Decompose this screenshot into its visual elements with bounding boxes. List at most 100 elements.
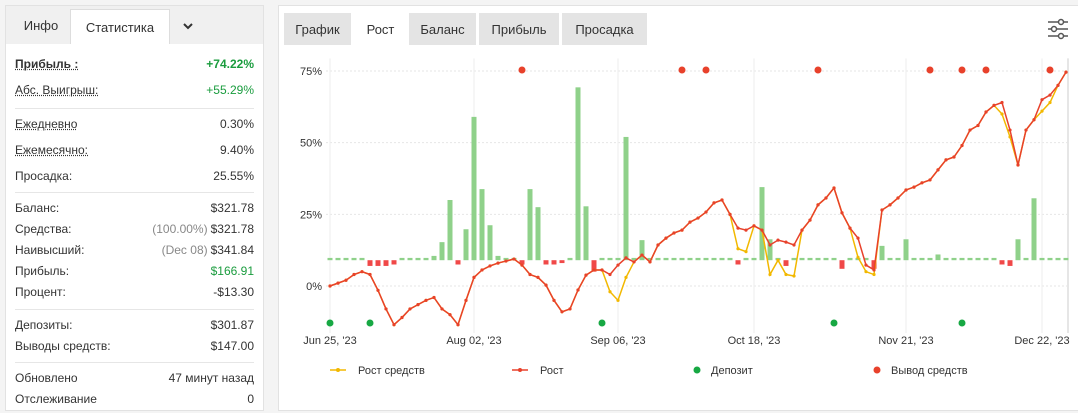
bar — [879, 245, 885, 261]
point — [832, 186, 836, 190]
stat-value-wrap: 0.30% — [220, 117, 254, 131]
point — [928, 178, 932, 182]
stat-value: +55.29% — [206, 83, 254, 97]
separator — [15, 192, 254, 193]
point — [840, 211, 844, 215]
point — [1040, 98, 1044, 102]
point — [776, 258, 780, 262]
stat-label: Прибыль: — [15, 263, 70, 278]
stat-row: Обновлено 47 минут назад — [15, 367, 254, 388]
point — [608, 290, 612, 294]
bar — [583, 206, 589, 261]
point — [824, 196, 828, 200]
tab[interactable]: Инфо — [23, 17, 59, 33]
point — [960, 143, 964, 148]
stat-value: $147.00 — [210, 338, 254, 353]
tab[interactable]: Баланс — [409, 13, 476, 45]
stat-row: Прибыль: $166.91 — [15, 260, 254, 281]
bar — [591, 260, 597, 272]
point — [792, 274, 796, 278]
stat-value: $321.78 — [210, 200, 254, 215]
stat-row: Выводы средств: $147.00 — [15, 335, 254, 356]
point — [472, 275, 476, 279]
bar — [439, 242, 445, 261]
event-marker — [830, 319, 838, 327]
bar — [631, 257, 637, 261]
point — [800, 228, 804, 232]
bar — [527, 189, 533, 261]
bar — [703, 257, 709, 261]
bar — [679, 257, 685, 261]
stat-value-wrap: 25.55% — [213, 169, 254, 183]
stat-value: $321.78 — [210, 221, 254, 236]
stat-value: 25.55% — [213, 169, 254, 183]
bar — [551, 260, 557, 265]
bar — [807, 257, 813, 261]
point — [1032, 118, 1036, 122]
stat-label: Средства: — [15, 221, 72, 236]
stat-row: Ежедневно 0.30% — [15, 111, 254, 137]
bar — [943, 257, 949, 261]
point — [464, 298, 468, 302]
bar — [919, 257, 925, 261]
point — [968, 128, 972, 132]
stat-value-wrap: $166.91 — [211, 264, 254, 278]
bar — [471, 116, 477, 261]
tab[interactable]: Прибыль — [479, 13, 559, 45]
stat-label: Выводы средств: — [15, 338, 111, 353]
point — [744, 250, 748, 254]
bar — [423, 257, 429, 261]
tab[interactable]: График — [284, 13, 351, 45]
stat-row: Просадка: 25.55% — [15, 163, 254, 189]
stat-value-wrap: +55.29% — [206, 83, 254, 97]
stat-value-wrap: $301.87 — [211, 318, 254, 332]
bar — [951, 257, 957, 261]
settings-icon[interactable] — [1047, 18, 1069, 40]
point — [600, 268, 604, 272]
point — [488, 264, 492, 268]
bar — [1055, 257, 1061, 261]
legend-label: Рост средств — [358, 365, 425, 377]
point — [680, 228, 684, 232]
point — [1048, 93, 1052, 97]
point — [736, 247, 740, 251]
point — [712, 201, 716, 205]
point — [864, 263, 868, 267]
tab[interactable]: Статистика — [70, 9, 170, 44]
stat-label: Просадка: — [15, 169, 73, 183]
legend-swatch — [518, 368, 522, 372]
point — [1064, 70, 1068, 74]
legend-swatch — [336, 368, 340, 372]
bar — [799, 257, 805, 261]
bar — [375, 260, 381, 266]
bar — [887, 257, 893, 261]
stat-label: Баланс: — [15, 200, 60, 215]
point — [480, 268, 484, 272]
bar — [1047, 257, 1053, 261]
point — [720, 198, 724, 202]
stat-value: -$13.30 — [213, 284, 254, 299]
point — [624, 256, 628, 260]
point — [760, 228, 764, 232]
x-tick-label: Oct 18, '23 — [728, 335, 781, 347]
bar — [735, 260, 741, 265]
point — [608, 272, 612, 277]
bar — [823, 257, 829, 261]
bar — [895, 257, 901, 261]
point — [616, 298, 620, 302]
point — [816, 203, 820, 207]
legend-label: Депозит — [711, 365, 753, 377]
tab[interactable]: Просадка — [562, 13, 647, 45]
point — [1056, 83, 1060, 87]
bar — [791, 257, 797, 261]
tab[interactable]: Рост — [355, 13, 406, 45]
chart-panel: График Рост Баланс Прибыль Просадка — [278, 5, 1078, 411]
x-tick-label: Nov 21, '23 — [878, 335, 933, 347]
point — [752, 224, 756, 228]
bar — [967, 257, 973, 261]
bar — [1015, 239, 1021, 261]
bar — [1007, 260, 1013, 266]
bar — [863, 257, 869, 261]
dropdown-chevron[interactable] — [182, 22, 194, 32]
